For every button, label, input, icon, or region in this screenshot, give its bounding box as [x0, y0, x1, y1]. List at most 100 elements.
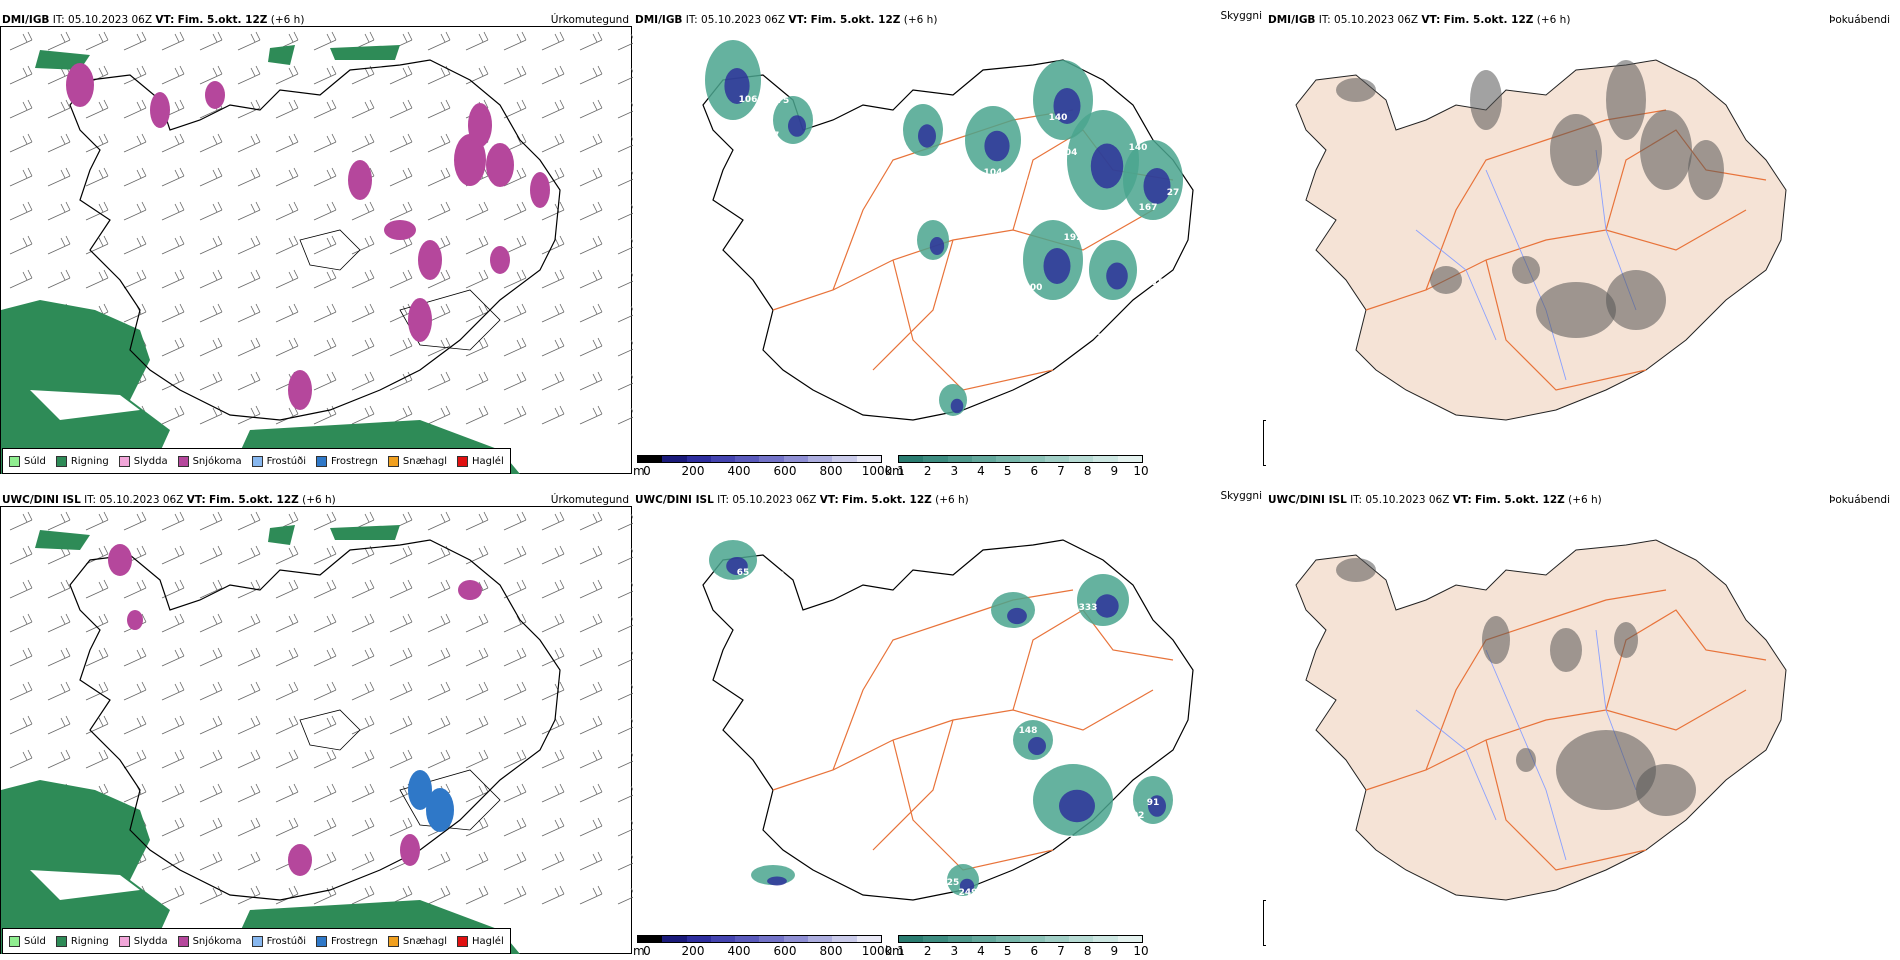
wind-barb [503, 613, 527, 633]
snow-area [408, 770, 432, 810]
fog-area [1614, 622, 1638, 658]
wind-barb [161, 783, 185, 803]
wind-barb [161, 31, 185, 51]
wind-barb [351, 579, 375, 599]
wind-barb [275, 579, 299, 599]
cloudbase-tick: 1000 [861, 464, 893, 478]
panel-title: Þokuábendi [1829, 494, 1890, 506]
visibility-panel: UWC/DINI ISL IT: 05.10.2023 06Z VT: Fim.… [633, 490, 1266, 960]
snow-area [384, 220, 416, 240]
wind-barb [617, 547, 633, 565]
cloudbase-label: 249 [959, 888, 978, 898]
wind-barb [237, 201, 261, 221]
wind-barb [503, 511, 527, 531]
low-cloudbase-area [918, 124, 936, 148]
wind-barb [199, 235, 223, 255]
wind-barb [351, 613, 375, 633]
wind-barb [351, 885, 375, 905]
wind-barb [123, 269, 147, 289]
precip-legend-item: Slydda [118, 935, 168, 947]
wind-barb [199, 201, 223, 221]
wind-barb [617, 339, 633, 357]
wind-barb [579, 99, 603, 119]
wind-barb [9, 647, 33, 667]
visibility-tick: 4 [977, 464, 985, 478]
fog-area [1640, 110, 1692, 190]
wind-barb [9, 511, 33, 531]
wind-barb [503, 647, 527, 667]
wind-barb [123, 715, 147, 735]
wind-barb [199, 851, 223, 871]
visibility-tick: 9 [1110, 464, 1119, 478]
wind-barb [579, 545, 603, 565]
wind-barb [275, 303, 299, 323]
wind-barb [579, 371, 603, 391]
wind-barb [617, 887, 633, 905]
wind-barb [199, 303, 223, 323]
wind-barb [313, 613, 337, 633]
cloudbase-label: 72 [1192, 173, 1205, 183]
wind-barb [199, 817, 223, 837]
low-cloudbase-area [724, 68, 750, 104]
snow-area [490, 246, 510, 274]
low-cloudbase-area [1043, 248, 1071, 284]
wind-barb [617, 67, 633, 85]
low-cloudbase-area [929, 237, 945, 255]
model-row: UWC/DINI ISL IT: 05.10.2023 06Z VT: Fim.… [0, 490, 1900, 960]
iceland-coastline [702, 539, 1194, 901]
precip-legend-item: Snjókoma [177, 935, 242, 947]
cloudbase-tick: 200 [681, 944, 705, 958]
panel-header: DMI/IGB IT: 05.10.2023 06Z VT: Fim. 5.ok… [635, 14, 938, 26]
legend-label: Snjókoma [192, 455, 242, 467]
wind-barb [465, 783, 489, 803]
wind-barb [9, 715, 33, 735]
wind-barb [617, 373, 633, 391]
wind-barb [313, 303, 337, 323]
wind-barb [161, 749, 185, 769]
wind-barb [85, 579, 109, 599]
fog-area [1482, 616, 1510, 664]
visibility-colorbar [898, 455, 1143, 463]
wind-barb [617, 581, 633, 599]
wind-barb [579, 817, 603, 837]
wind-barb [579, 511, 603, 531]
cloudbase-label: 18 [1152, 278, 1165, 288]
wind-barb [541, 613, 565, 633]
snow-area [205, 81, 225, 109]
wind-barb [85, 647, 109, 667]
wind-barb [275, 235, 299, 255]
precip-legend-item: Frostregn [316, 935, 378, 947]
visibility-ticks: 1 2 3 4 5 6 7 8 9 10 [897, 944, 1148, 958]
panel-header: UWC/DINI ISL IT: 05.10.2023 06Z VT: Fim.… [2, 494, 336, 506]
wind-barb [85, 201, 109, 221]
fog-area [1512, 256, 1540, 284]
legend-label: Frostúði [266, 455, 306, 467]
wind-barb [351, 201, 375, 221]
cloudbase-label: 192 [1064, 233, 1083, 243]
wind-barb [617, 785, 633, 803]
wind-barb [199, 65, 223, 85]
wind-barb [351, 337, 375, 357]
wind-barb [351, 303, 375, 323]
wind-barb [313, 133, 337, 153]
wind-barb [313, 235, 337, 255]
legend-label: Frostregn [331, 455, 378, 467]
cloudbase-label: 16 [997, 658, 1010, 668]
wind-barb [579, 201, 603, 221]
low-cloudbase-area [950, 398, 964, 414]
wind-barb [123, 235, 147, 255]
wind-barb [579, 65, 603, 85]
wind-barb [47, 681, 71, 701]
iceland-coastline [69, 539, 561, 901]
wind-barb [9, 167, 33, 187]
visibility-tick: 8 [1083, 464, 1092, 478]
wind-barb [275, 337, 299, 357]
wind-barb [465, 405, 489, 425]
wind-barb [503, 65, 527, 85]
wind-barb [47, 269, 71, 289]
visibility-tick: 1 [897, 464, 905, 478]
wind-barb [617, 751, 633, 769]
wind-barb [237, 303, 261, 323]
precip-type-panel: DMI/IGB IT: 05.10.2023 06Z VT: Fim. 5.ok… [0, 10, 633, 480]
cloudbase-label: 86 [1047, 343, 1060, 353]
